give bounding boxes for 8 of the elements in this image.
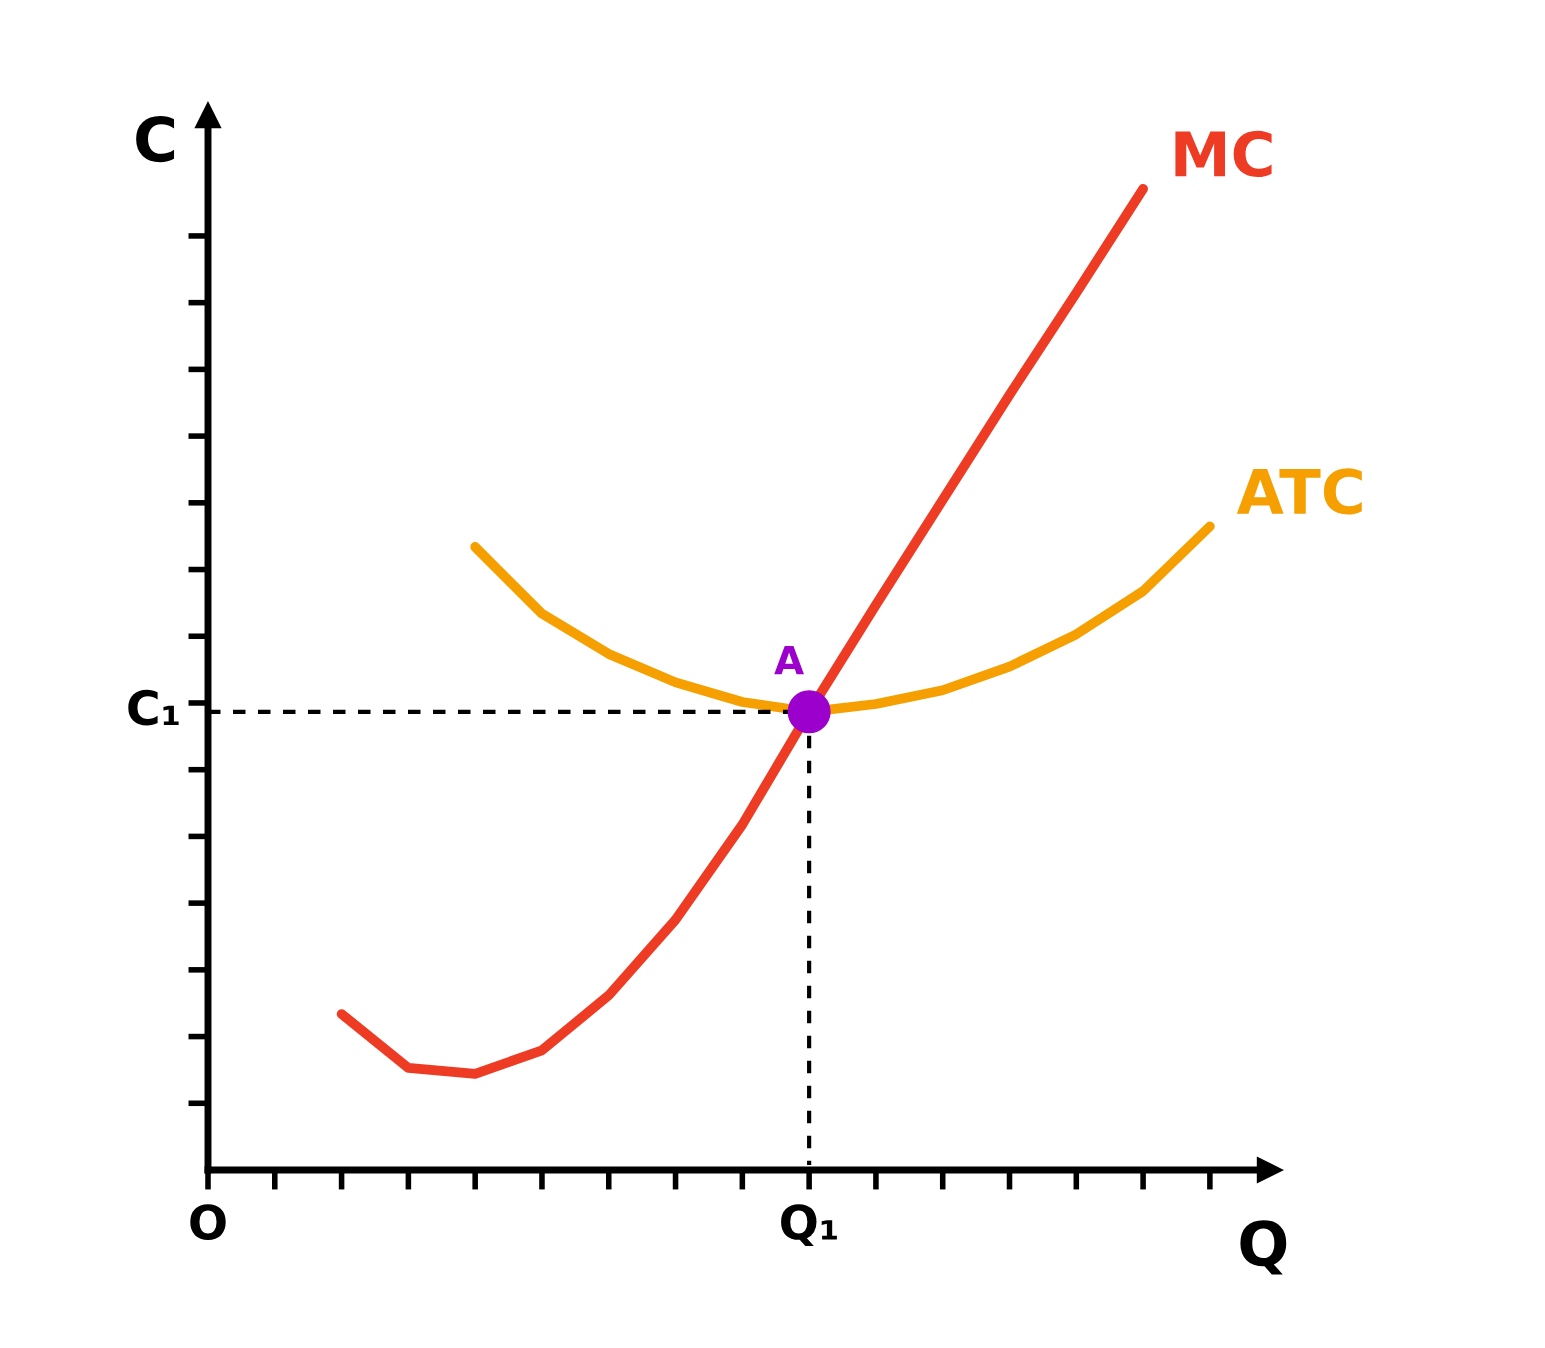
x-axis-title: Q <box>1240 1220 1287 1275</box>
series-label: ATC <box>1236 468 1362 515</box>
series-label: MC <box>1175 130 1272 178</box>
x-tick-label: O <box>190 1204 226 1240</box>
y-axis-title: C <box>136 115 175 163</box>
x-tick-label: Q₁ <box>781 1204 837 1247</box>
series-label: A <box>774 645 804 675</box>
text: C₁ <box>128 689 179 726</box>
